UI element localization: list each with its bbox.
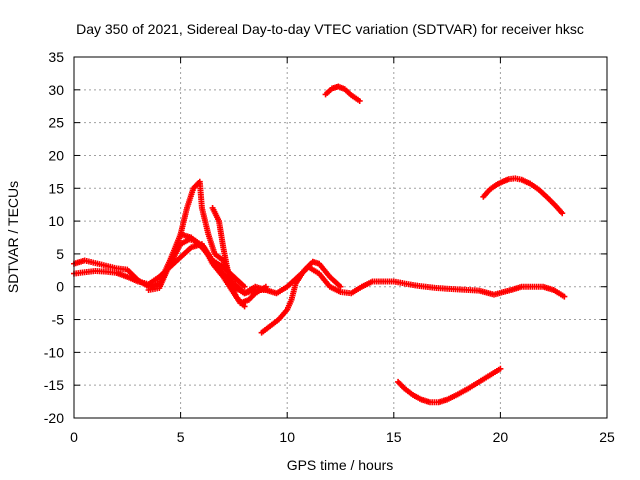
- y-tick-label: -5: [52, 312, 65, 328]
- x-tick-label: 20: [493, 429, 509, 445]
- x-tick-label: 10: [279, 429, 295, 445]
- series-track-4: [160, 236, 269, 307]
- data-point: [497, 365, 504, 372]
- y-tick-label: 15: [48, 180, 64, 196]
- data-point: [241, 283, 248, 290]
- y-axis-title: SDTVAR / TECUs: [5, 181, 21, 293]
- y-tick-label: -10: [44, 344, 64, 360]
- series-track-9: [480, 175, 566, 217]
- x-axis-title: GPS time / hours: [287, 457, 394, 473]
- series-track-8: [395, 365, 504, 406]
- axis-ticks: -20 -15 -10 -5 0 5 10 15 20 25 30 35 0 5 10 15 20 25: [44, 49, 615, 445]
- data-points: [71, 83, 568, 406]
- plot-frame: [73, 56, 608, 419]
- series-track-1: [71, 241, 568, 300]
- data-point: [241, 303, 248, 310]
- x-tick-label: 5: [177, 429, 185, 445]
- data-point: [262, 283, 269, 290]
- x-tick-label: 0: [70, 429, 78, 445]
- data-point: [356, 97, 363, 104]
- x-tick-label: 25: [599, 429, 615, 445]
- y-tick-label: -20: [44, 410, 64, 426]
- y-tick-label: 20: [48, 147, 64, 163]
- series-track-5: [209, 204, 248, 310]
- series-track-3: [145, 178, 269, 297]
- y-tick-label: 30: [48, 82, 64, 98]
- grid-lines: [74, 57, 607, 418]
- x-tick-label: 15: [386, 429, 402, 445]
- chart-title: Day 350 of 2021, Sidereal Day-to-day VTE…: [76, 21, 584, 37]
- y-tick-label: -15: [44, 377, 64, 393]
- y-tick-label: 25: [48, 115, 64, 131]
- series-track-6: [258, 258, 344, 336]
- series-track-7: [322, 83, 363, 104]
- y-tick-label: 5: [56, 246, 64, 262]
- data-point: [559, 210, 566, 217]
- y-tick-label: 10: [48, 213, 64, 229]
- data-point: [561, 293, 568, 300]
- data-point: [337, 283, 344, 290]
- y-tick-label: 0: [56, 279, 64, 295]
- y-tick-label: 35: [48, 49, 64, 65]
